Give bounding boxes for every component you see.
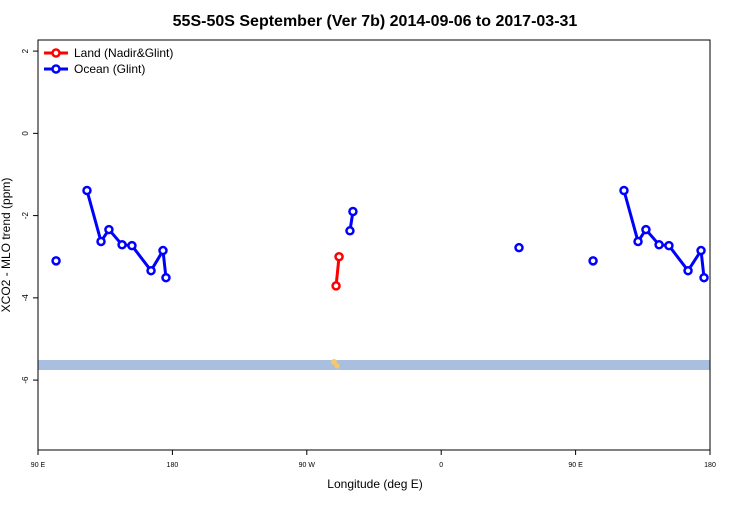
series-line: [85, 190, 168, 278]
series-point: [683, 265, 693, 276]
x-tick-label: 90 E: [568, 462, 583, 469]
y-tick-label: 0: [21, 131, 30, 136]
x-tick-label: 0: [439, 462, 443, 469]
series-point: [641, 224, 651, 235]
series-point: [96, 236, 106, 247]
series-point: [696, 245, 706, 256]
x-tick-label: 180: [167, 462, 179, 469]
series-point: [51, 256, 61, 266]
series-line: [622, 190, 706, 278]
y-tick-label: 2: [21, 48, 30, 53]
series-point: [348, 206, 358, 217]
chart-title: 55S-50S September (Ver 7b) 2014-09-06 to…: [173, 13, 578, 30]
series-point: [345, 226, 355, 236]
x-tick-label: 90 W: [299, 462, 316, 469]
legend-label: Ocean (Glint): [74, 62, 145, 76]
y-tick-label: -6: [21, 376, 30, 384]
series-point: [127, 240, 137, 251]
legend-marker: [51, 64, 61, 74]
series-point: [654, 240, 664, 250]
legend-label: Land (Nadir&Glint): [74, 46, 173, 60]
series-point: [514, 242, 524, 253]
series-line: [334, 256, 341, 287]
series-point: [331, 281, 341, 291]
series-point: [664, 240, 674, 251]
series-point: [619, 185, 629, 196]
plot-frame: [37, 39, 711, 451]
series-point: [146, 265, 156, 276]
series-point: [117, 240, 127, 250]
y-axis-label: XCO2 - MLO trend (ppm): [0, 178, 13, 313]
y-tick-label: -2: [21, 211, 30, 219]
series-point: [699, 272, 709, 283]
series-point: [588, 256, 598, 266]
x-axis-label: Longitude (deg E): [327, 477, 422, 491]
surface-band: [38, 360, 710, 370]
series-point: [161, 272, 171, 283]
series-point: [104, 224, 114, 235]
land-dot: [334, 363, 340, 369]
x-tick-label: 90 E: [31, 462, 46, 469]
y-tick-label: -4: [21, 294, 30, 302]
legend-marker: [51, 48, 61, 58]
series-point: [82, 185, 92, 196]
land-dot: [331, 359, 337, 365]
series-point: [334, 251, 344, 262]
series-point: [633, 236, 643, 247]
series-point: [158, 245, 168, 256]
x-tick-label: 180: [704, 462, 716, 469]
